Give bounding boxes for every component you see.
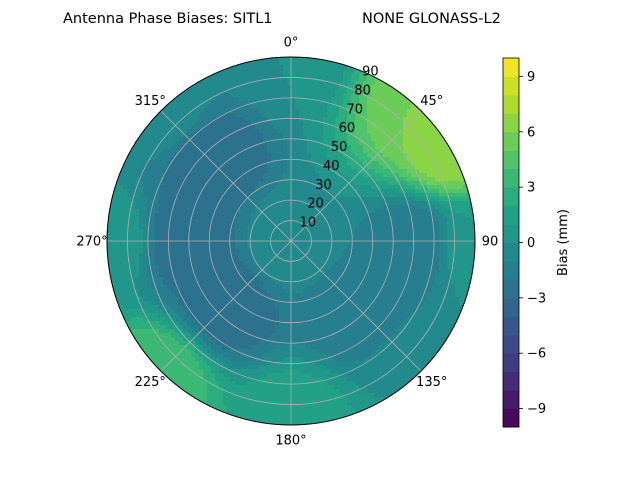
angular-tick-label: 270° [76, 235, 107, 250]
chart-title: Antenna Phase Biases: SITL1 [63, 11, 273, 27]
radial-tick-labels: 10 20 30 40 50 60 70 80 90 [300, 65, 379, 231]
colorbar-segment [503, 279, 519, 299]
colorbar-segment [503, 224, 519, 243]
angular-gridline [160, 110, 292, 242]
bias-contour-field [107, 57, 475, 425]
angular-tick-label: 315° [135, 94, 166, 109]
colorbar-tick-label: −3 [527, 291, 546, 306]
radial-tick-label: 80 [354, 83, 371, 98]
angular-gridline [290, 110, 422, 242]
colorbar-segment [503, 242, 519, 262]
polar-grid [106, 56, 476, 426]
radial-tick-label: 70 [346, 102, 363, 117]
colorbar-segment [503, 260, 519, 280]
colorbar-segment [503, 94, 519, 114]
angular-tick-label: 0° [284, 36, 299, 51]
angular-tick-label: 90 [482, 235, 499, 250]
colorbar-tick-label: 9 [527, 70, 535, 85]
colorbar-segment [503, 187, 519, 207]
angular-gridline [160, 240, 292, 372]
radial-tick-label: 40 [323, 159, 340, 174]
colorbar-tick-label: −9 [527, 402, 546, 417]
radial-tick-label: 60 [339, 121, 356, 136]
colorbar-tick-label: 3 [527, 181, 535, 196]
colorbar-segment [503, 205, 519, 225]
radial-tick-label: 30 [315, 178, 332, 193]
angular-gridline [290, 240, 422, 372]
colorbar-label: Bias (mm) [556, 209, 571, 276]
colorbar-segment [503, 316, 519, 336]
radial-tick-label: 20 [307, 197, 324, 212]
angular-tick-label: 45° [420, 94, 443, 109]
colorbar-segment [503, 297, 519, 317]
colorbar-segment [503, 371, 519, 391]
colorbar-ticks: −9 −6 −3 0 3 6 9 [519, 70, 546, 417]
angular-tick-label: 135° [416, 375, 447, 390]
colorbar-segment [503, 353, 519, 373]
radial-tick-label: 90 [362, 65, 379, 80]
colorbar-segment [503, 390, 519, 410]
angular-tick-label: 180° [275, 434, 306, 449]
radial-tick-label: 10 [300, 216, 317, 231]
colorbar-segment [503, 408, 519, 428]
angular-tick-label: 225° [135, 375, 166, 390]
colorbar-tick-label: −6 [527, 347, 546, 362]
colorbar-segment [503, 113, 519, 133]
colorbar-segment [503, 150, 519, 170]
radial-tick-label: 50 [331, 140, 348, 155]
colorbar [502, 57, 520, 428]
colorbar-tick-label: 6 [527, 125, 535, 140]
colorbar-segment [503, 334, 519, 354]
colorbar-segment [503, 131, 519, 151]
angular-tick-labels: 0° 45° 90 135° 180° 225° 270° 315° [76, 36, 498, 449]
colorbar-segment [503, 58, 519, 77]
colorbar-tick-label: 0 [527, 236, 535, 251]
plot-outline [106, 56, 476, 426]
colorbar-segment [503, 76, 519, 96]
chart-subtitle: NONE GLONASS-L2 [362, 11, 501, 27]
colorbar-segment [503, 168, 519, 188]
